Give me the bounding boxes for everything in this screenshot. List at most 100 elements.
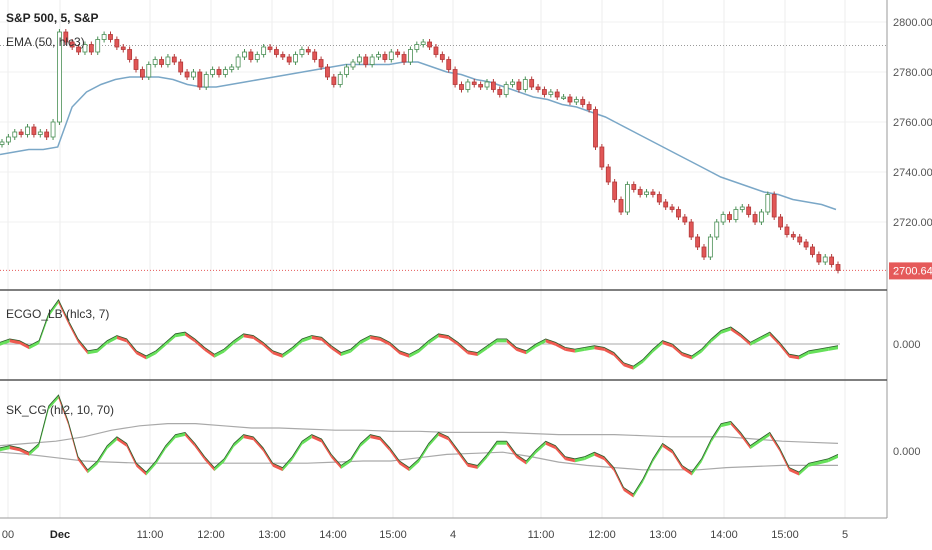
candle-body <box>516 81 522 90</box>
candle-body <box>178 61 184 73</box>
oscillator-segment <box>243 434 254 441</box>
oscillator-segment <box>263 342 273 355</box>
price-tick-label: 2780.00 <box>893 67 932 79</box>
oscillator-segment <box>419 340 429 353</box>
candle-body <box>401 54 407 63</box>
oscillator-segment <box>477 345 488 356</box>
oscillator-segment <box>175 432 186 439</box>
candle-body <box>535 86 541 90</box>
oscillator-segment <box>68 320 78 343</box>
candle-body <box>139 69 145 78</box>
candle-body <box>707 236 713 258</box>
candle-body <box>829 256 835 265</box>
candle-body <box>305 49 311 53</box>
last-price-badge <box>889 262 932 280</box>
time-tick-label: 14:00 <box>710 529 738 541</box>
price-pane: S&P 500, 5, S&P EMA (50, hlc3) 2800.00 27… <box>0 11 932 280</box>
oscillator-segment <box>740 333 751 346</box>
oscillator-segment <box>282 456 293 472</box>
oscillator-segment <box>711 330 722 343</box>
oscillator-segment <box>643 349 653 363</box>
candle-body <box>759 211 764 223</box>
oscillator-segment <box>272 463 283 472</box>
last-price-label: 2700.64 <box>893 265 932 277</box>
oscillator-segment <box>526 450 536 465</box>
candle-body <box>331 76 337 85</box>
oscillator-segment <box>77 456 88 474</box>
oscillator-segment <box>155 445 166 465</box>
oscillator-segment <box>487 338 497 350</box>
candle-body <box>82 44 88 53</box>
ecgo-pane: ECGO_LB (hlc3, 7) 0.000 <box>0 299 921 370</box>
candle-body <box>733 209 739 220</box>
oscillator-segment <box>652 443 663 463</box>
candle-body <box>414 44 420 50</box>
candle-body <box>497 89 503 95</box>
oscillator-segment <box>574 456 585 463</box>
candle-body <box>152 59 158 65</box>
time-tick-label: 12:00 <box>588 529 616 541</box>
candle-body <box>69 41 75 48</box>
price-tick-label: 2800.00 <box>893 17 932 29</box>
oscillator-segment <box>721 327 731 334</box>
candle-body <box>554 91 560 98</box>
time-tick-label: 5 <box>842 529 848 541</box>
candle-body <box>510 81 515 85</box>
candle-body <box>44 131 50 138</box>
candle-body <box>746 206 752 215</box>
candle-body <box>146 64 152 78</box>
candle-body <box>631 184 637 190</box>
oscillator-segment <box>350 340 361 353</box>
candle-body <box>376 54 381 58</box>
candle-body <box>669 206 675 210</box>
oscillator-segment <box>730 421 741 436</box>
time-tick-label: 11:00 <box>528 529 555 541</box>
oscillator-segment <box>769 432 780 452</box>
candle-body <box>248 51 254 60</box>
candle-body <box>580 99 586 105</box>
candle-body <box>427 41 432 48</box>
oscillator-line <box>0 299 839 367</box>
candle-body <box>382 54 388 60</box>
oscillator-segment <box>672 344 683 356</box>
oscillator-segment <box>682 352 692 360</box>
candle-body <box>395 51 401 55</box>
candle-body <box>490 81 496 90</box>
candle-body <box>280 54 286 58</box>
oscillator-segment <box>448 335 458 346</box>
candle-body <box>625 184 630 213</box>
candle-body <box>350 61 356 68</box>
skcg-zero-tick: 0.000 <box>893 446 921 458</box>
candle-body <box>682 216 688 223</box>
oscillator-segment <box>107 335 117 345</box>
oscillator-segment <box>29 340 39 350</box>
skcg-pane: SK_CG (hl2, 10, 70) 0.000 <box>0 394 921 498</box>
oscillator-segment <box>419 443 429 463</box>
candle-body <box>797 236 803 243</box>
oscillator-segment <box>769 332 780 346</box>
oscillator-segment <box>633 478 644 498</box>
oscillator-segment <box>496 441 507 445</box>
oscillator-segment <box>662 443 673 454</box>
candle-body <box>114 39 120 48</box>
oscillator-segment <box>750 337 761 346</box>
candle-body <box>108 34 113 40</box>
candle-body <box>337 74 343 85</box>
candle-body <box>222 69 228 75</box>
candle-body <box>318 59 324 68</box>
oscillator-segment <box>9 445 20 452</box>
oscillator-segment <box>701 338 712 353</box>
time-tick-label: 00 <box>2 529 14 541</box>
oscillator-segment <box>302 434 312 445</box>
candle-body <box>701 246 707 258</box>
oscillator-segment <box>691 458 702 476</box>
candle-body <box>688 221 694 238</box>
oscillator-segment <box>272 350 283 358</box>
price-axis-ticks: 2800.00 2780.00 2760.00 2740.00 2720.00 <box>893 17 932 229</box>
ema-line <box>0 61 837 211</box>
oscillator-segment <box>428 432 439 447</box>
oscillator-segment <box>224 443 234 463</box>
candle-body <box>522 79 528 90</box>
candle-body <box>618 199 624 213</box>
oscillator-segment <box>555 342 566 351</box>
